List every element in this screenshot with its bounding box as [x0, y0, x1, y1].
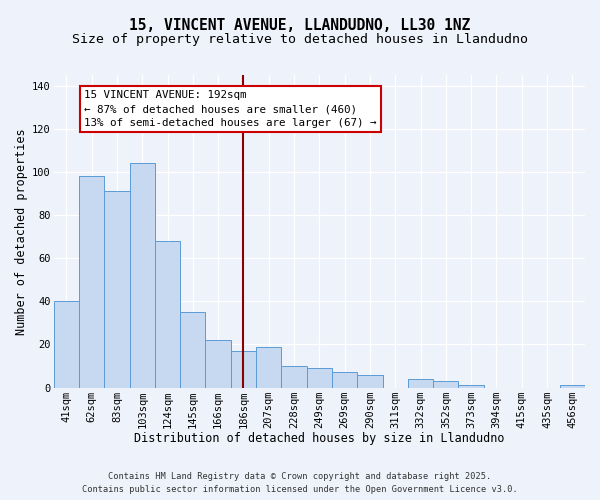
Bar: [205, 340, 231, 388]
Bar: [155, 241, 180, 388]
Text: Contains HM Land Registry data © Crown copyright and database right 2025.: Contains HM Land Registry data © Crown c…: [109, 472, 491, 481]
Bar: [231, 351, 256, 388]
Bar: [307, 368, 332, 388]
Bar: [433, 381, 458, 388]
Text: Contains public sector information licensed under the Open Government Licence v3: Contains public sector information licen…: [82, 485, 518, 494]
Bar: [408, 379, 433, 388]
Bar: [180, 312, 205, 388]
Bar: [130, 164, 155, 388]
Text: 15 VINCENT AVENUE: 192sqm
← 87% of detached houses are smaller (460)
13% of semi: 15 VINCENT AVENUE: 192sqm ← 87% of detac…: [84, 90, 377, 128]
Bar: [79, 176, 104, 388]
Bar: [281, 366, 307, 388]
Bar: [560, 386, 585, 388]
Bar: [458, 386, 484, 388]
Bar: [357, 374, 383, 388]
Bar: [332, 372, 357, 388]
Bar: [256, 346, 281, 388]
Text: Size of property relative to detached houses in Llandudno: Size of property relative to detached ho…: [72, 32, 528, 46]
Y-axis label: Number of detached properties: Number of detached properties: [15, 128, 28, 334]
Bar: [53, 302, 79, 388]
Bar: [104, 192, 130, 388]
Text: 15, VINCENT AVENUE, LLANDUDNO, LL30 1NZ: 15, VINCENT AVENUE, LLANDUDNO, LL30 1NZ: [130, 18, 470, 32]
X-axis label: Distribution of detached houses by size in Llandudno: Distribution of detached houses by size …: [134, 432, 505, 445]
